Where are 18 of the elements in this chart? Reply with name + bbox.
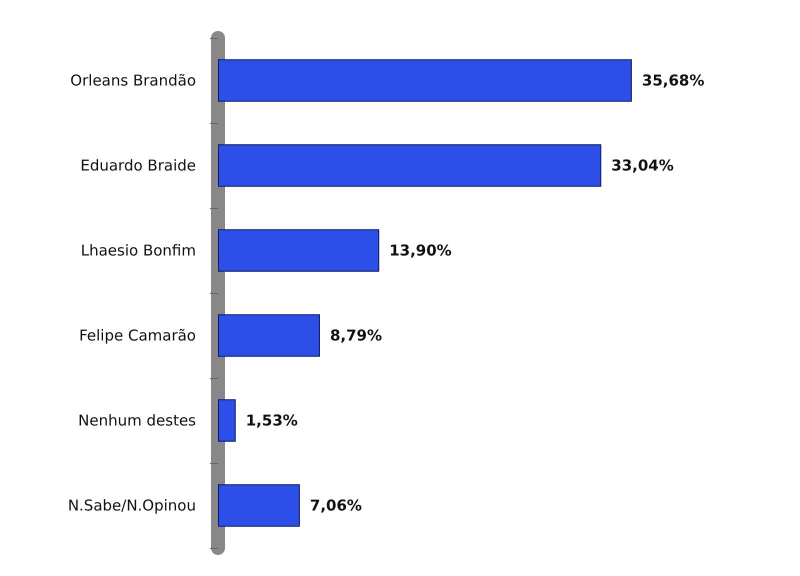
bar — [218, 314, 320, 357]
bar — [218, 484, 300, 527]
y-tick-label: Felipe Camarão — [79, 326, 196, 344]
data-label: 35,68% — [642, 72, 704, 90]
y-tick-label: Lhaesio Bonfim — [80, 242, 196, 260]
bar — [218, 144, 602, 187]
y-tick-label: Orleans Brandão — [70, 72, 196, 90]
data-label: 1,53% — [246, 412, 298, 430]
bar — [218, 229, 380, 272]
data-label: 13,90% — [389, 242, 452, 260]
data-label: 33,04% — [611, 156, 674, 174]
data-label: 8,79% — [330, 326, 382, 344]
bar — [218, 59, 632, 102]
y-tick-label: Eduardo Braide — [80, 156, 196, 174]
bar — [218, 399, 236, 442]
y-tick-label: Nenhum destes — [78, 412, 196, 430]
y-tick-label: N.Sabe/N.Opinou — [68, 496, 196, 514]
data-label: 7,06% — [310, 496, 362, 514]
